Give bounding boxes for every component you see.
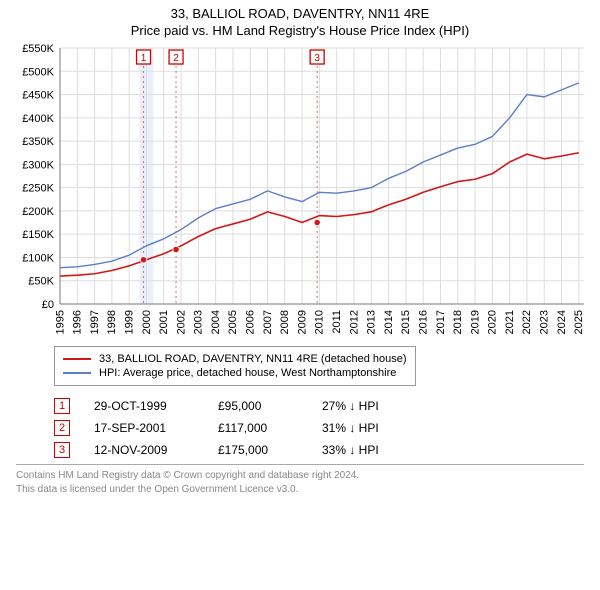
transaction-row: 1 29-OCT-1999 £95,000 27% ↓ HPI — [54, 398, 584, 414]
svg-text:2002: 2002 — [175, 310, 187, 334]
svg-text:1995: 1995 — [54, 310, 66, 334]
svg-text:1996: 1996 — [72, 310, 84, 334]
svg-text:2020: 2020 — [487, 310, 499, 334]
svg-text:2024: 2024 — [556, 310, 568, 334]
legend-swatch — [63, 358, 91, 360]
footer-attribution: Contains HM Land Registry data © Crown c… — [16, 464, 584, 496]
svg-text:2008: 2008 — [279, 310, 291, 334]
legend-label: 33, BALLIOL ROAD, DAVENTRY, NN11 4RE (de… — [99, 353, 407, 365]
transaction-price: £117,000 — [218, 421, 298, 435]
svg-text:2021: 2021 — [504, 310, 516, 334]
transaction-date: 12-NOV-2009 — [94, 443, 194, 457]
transaction-hpi-comparison: 27% ↓ HPI — [322, 399, 379, 413]
svg-text:1998: 1998 — [106, 310, 118, 334]
svg-text:1: 1 — [141, 53, 147, 64]
svg-text:2014: 2014 — [383, 310, 395, 334]
svg-text:£200K: £200K — [22, 206, 54, 218]
svg-text:1997: 1997 — [89, 310, 101, 334]
title-sub: Price paid vs. HM Land Registry's House … — [10, 23, 590, 38]
svg-text:2013: 2013 — [366, 310, 378, 334]
svg-text:2011: 2011 — [331, 310, 343, 334]
svg-text:£150K: £150K — [22, 229, 54, 241]
svg-text:£50K: £50K — [28, 276, 54, 288]
svg-text:2016: 2016 — [417, 310, 429, 334]
transaction-price: £175,000 — [218, 443, 298, 457]
transaction-row: 3 12-NOV-2009 £175,000 33% ↓ HPI — [54, 442, 584, 458]
transaction-row: 2 17-SEP-2001 £117,000 31% ↓ HPI — [54, 420, 584, 436]
chart-area: £0 £50K £100K £150K £200K £250K £300K £350K £400… — [10, 42, 590, 342]
svg-text:2019: 2019 — [469, 310, 481, 334]
svg-text:£350K: £350K — [22, 136, 54, 148]
svg-text:2022: 2022 — [521, 310, 533, 334]
svg-text:2018: 2018 — [452, 310, 464, 334]
price-chart: £0 £50K £100K £150K £200K £250K £300K £350K £400… — [10, 42, 590, 342]
svg-text:2001: 2001 — [158, 310, 170, 334]
legend-item: 33, BALLIOL ROAD, DAVENTRY, NN11 4RE (de… — [63, 353, 407, 365]
svg-text:£450K: £450K — [22, 90, 54, 102]
svg-text:2010: 2010 — [314, 310, 326, 334]
svg-text:2025: 2025 — [573, 310, 585, 334]
svg-text:2003: 2003 — [193, 310, 205, 334]
footer-line-1: Contains HM Land Registry data © Crown c… — [16, 469, 584, 483]
transaction-badge: 3 — [54, 442, 70, 458]
transaction-hpi-comparison: 33% ↓ HPI — [322, 443, 379, 457]
legend-label: HPI: Average price, detached house, West… — [99, 367, 396, 379]
legend-item: HPI: Average price, detached house, West… — [63, 367, 407, 379]
footer-line-2: This data is licensed under the Open Gov… — [16, 483, 584, 497]
transaction-badge: 2 — [54, 420, 70, 436]
svg-text:£0: £0 — [42, 299, 54, 311]
svg-text:£550K: £550K — [22, 43, 54, 55]
transactions-table: 1 29-OCT-1999 £95,000 27% ↓ HPI 2 17-SEP-2001… — [54, 398, 584, 458]
svg-text:1999: 1999 — [123, 310, 135, 334]
svg-text:£300K: £300K — [22, 159, 54, 171]
svg-text:2000: 2000 — [141, 310, 153, 334]
svg-text:£250K: £250K — [22, 183, 54, 195]
svg-text:£500K: £500K — [22, 66, 54, 78]
svg-text:2006: 2006 — [245, 310, 257, 334]
svg-text:3: 3 — [314, 53, 320, 64]
svg-text:£100K: £100K — [22, 252, 54, 264]
legend-swatch — [63, 372, 91, 374]
transaction-price: £95,000 — [218, 399, 298, 413]
svg-text:2015: 2015 — [400, 310, 412, 334]
chart-titles: 33, BALLIOL ROAD, DAVENTRY, NN11 4RE Pri… — [10, 6, 590, 38]
title-main: 33, BALLIOL ROAD, DAVENTRY, NN11 4RE — [10, 6, 590, 21]
transaction-badge: 1 — [54, 398, 70, 414]
svg-text:2004: 2004 — [210, 310, 222, 334]
transaction-hpi-comparison: 31% ↓ HPI — [322, 421, 379, 435]
transaction-date: 17-SEP-2001 — [94, 421, 194, 435]
transaction-date: 29-OCT-1999 — [94, 399, 194, 413]
svg-text:2005: 2005 — [227, 310, 239, 334]
svg-text:2007: 2007 — [262, 310, 274, 334]
svg-text:2: 2 — [173, 53, 179, 64]
svg-text:2017: 2017 — [435, 310, 447, 334]
svg-text:2012: 2012 — [348, 310, 360, 334]
svg-text:2009: 2009 — [296, 310, 308, 334]
svg-text:£400K: £400K — [22, 113, 54, 125]
legend: 33, BALLIOL ROAD, DAVENTRY, NN11 4RE (de… — [54, 346, 416, 386]
svg-text:2023: 2023 — [539, 310, 551, 334]
